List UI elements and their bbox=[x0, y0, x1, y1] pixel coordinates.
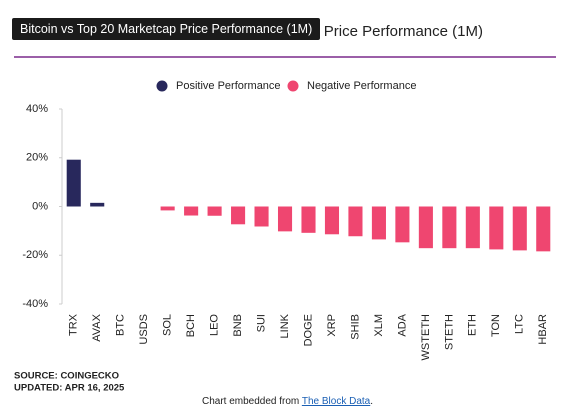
bar bbox=[324, 206, 340, 235]
x-tick-label: TRX bbox=[68, 313, 80, 336]
x-tick-label: SOL bbox=[162, 314, 174, 336]
bar bbox=[207, 206, 222, 216]
bar bbox=[489, 206, 504, 250]
x-tick-label: BNB bbox=[232, 314, 244, 337]
bar bbox=[418, 206, 433, 249]
x-tick-label: HBAR bbox=[537, 314, 549, 345]
embed-end: . bbox=[370, 396, 374, 407]
x-tick-label: BTC bbox=[115, 314, 127, 336]
source: SOURCE: COINGECKO bbox=[14, 371, 119, 382]
x-tick-label: LEO bbox=[209, 314, 221, 336]
y-tick-label: 40% bbox=[26, 103, 48, 115]
bar bbox=[371, 206, 386, 240]
x-tick-label: SUI bbox=[255, 314, 267, 332]
bar bbox=[66, 159, 81, 207]
updated: UPDATED: APR 16, 2025 bbox=[14, 383, 125, 394]
bar bbox=[512, 206, 527, 251]
x-tick-label: AVAX bbox=[91, 313, 103, 341]
y-tick-label: 20% bbox=[26, 152, 48, 164]
bar bbox=[465, 206, 480, 249]
x-tick-label: WSTETH bbox=[420, 314, 432, 360]
legend-label: Positive Performance bbox=[176, 80, 281, 92]
x-tick-label: USDS bbox=[138, 314, 150, 345]
bar bbox=[160, 206, 175, 211]
legend-swatch bbox=[156, 80, 168, 92]
bar bbox=[348, 206, 363, 237]
tooltip: Bitcoin vs Top 20 Marketcap Price Perfor… bbox=[12, 18, 321, 40]
x-tick-label: STETH bbox=[443, 314, 455, 350]
bar bbox=[231, 206, 246, 225]
bar bbox=[184, 206, 199, 216]
y-tick-label: -20% bbox=[22, 249, 48, 261]
bar bbox=[254, 206, 269, 227]
legend-swatch bbox=[287, 80, 299, 92]
x-tick-label: XLM bbox=[373, 314, 385, 337]
x-tick-label: SHIB bbox=[349, 314, 361, 340]
x-tick-label: LTC bbox=[514, 314, 526, 334]
x-tick-label: DOGE bbox=[302, 314, 314, 346]
x-tick-label: BCH bbox=[185, 314, 197, 337]
y-tick-label: -40% bbox=[22, 298, 48, 310]
embed-link[interactable]: The Block Data bbox=[301, 396, 371, 407]
x-tick-label: TON bbox=[490, 314, 502, 337]
bar bbox=[90, 202, 105, 207]
bar bbox=[442, 206, 457, 249]
bar bbox=[277, 206, 293, 232]
x-tick-label: ETH bbox=[467, 314, 479, 336]
bar bbox=[536, 206, 551, 252]
embed-note: Chart embedded from The Block Data. bbox=[0, 396, 575, 407]
x-tick-label: XRP bbox=[326, 314, 338, 337]
bar bbox=[395, 206, 410, 243]
embed-text: Chart embedded from bbox=[201, 396, 302, 407]
x-tick-label: ADA bbox=[396, 313, 408, 336]
legend-label: Negative Performance bbox=[307, 80, 416, 92]
bar bbox=[301, 206, 316, 233]
y-tick-label: 0% bbox=[32, 200, 48, 212]
x-tick-label: LINK bbox=[279, 313, 291, 338]
